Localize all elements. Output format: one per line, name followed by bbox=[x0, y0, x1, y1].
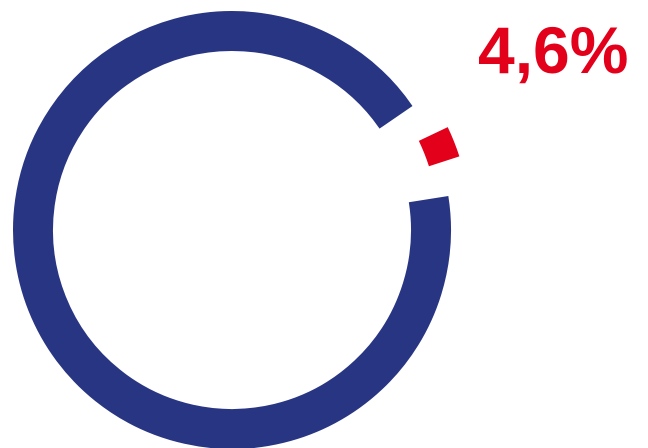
donut-slices bbox=[13, 11, 460, 448]
highlight-slice-label: 4,6% bbox=[478, 13, 628, 87]
slice-highlighted bbox=[418, 127, 460, 167]
slice-1 bbox=[13, 11, 451, 448]
